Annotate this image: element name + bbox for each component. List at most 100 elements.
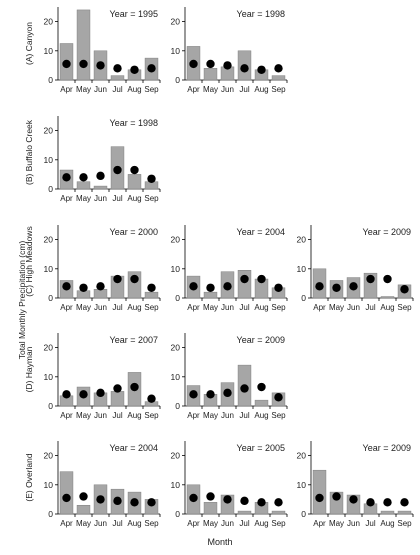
x-tick-label: Jul xyxy=(239,303,249,312)
point xyxy=(113,64,122,73)
x-tick-label: May xyxy=(329,303,344,312)
x-tick-label: Sep xyxy=(144,519,159,528)
x-tick-label: May xyxy=(76,519,91,528)
point xyxy=(130,382,139,392)
bar xyxy=(380,510,395,515)
point xyxy=(62,59,71,69)
y-axis-label: Total Monthly Precipitation (cm) xyxy=(17,241,27,360)
x-tick-label: Jun xyxy=(94,85,107,94)
x-tick-label: Jun xyxy=(221,519,234,528)
panel-4: 0 10 20 Apr May Jun Jul Aug Sep Year = 2004 xyxy=(171,225,288,312)
y-tick-label: 20 xyxy=(44,126,54,136)
y-tick-label: 0 xyxy=(301,509,306,519)
bar xyxy=(93,185,108,190)
x-tick-label: Aug xyxy=(127,85,141,94)
point xyxy=(79,59,88,69)
point xyxy=(332,492,341,501)
y-tick-label: 20 xyxy=(44,17,54,27)
panel-title: Year = 1995 xyxy=(110,9,158,19)
point xyxy=(332,283,341,292)
panel-title: Year = 1998 xyxy=(110,118,158,128)
y-tick-label: 20 xyxy=(44,451,54,461)
point xyxy=(62,173,71,182)
y-tick-label: 20 xyxy=(297,451,307,461)
y-tick-label: 20 xyxy=(171,451,181,461)
point xyxy=(274,393,283,402)
row-label: (A) Canyon xyxy=(24,22,34,65)
x-tick-label: Jun xyxy=(221,303,234,312)
x-tick-label: Aug xyxy=(127,411,141,420)
point xyxy=(147,394,156,403)
point xyxy=(113,165,122,175)
point xyxy=(147,498,156,507)
point xyxy=(383,498,392,507)
x-tick-label: Jun xyxy=(221,411,234,420)
point xyxy=(274,498,283,507)
x-tick-label: Sep xyxy=(271,519,286,528)
x-tick-label: Apr xyxy=(187,519,200,528)
x-tick-label: Aug xyxy=(254,411,268,420)
point xyxy=(79,492,88,501)
x-tick-label: Jun xyxy=(347,519,360,528)
panel-10: 0 10 20 Apr May Jun Jul Aug Sep Year = 2009 xyxy=(297,441,414,528)
x-tick-label: May xyxy=(329,519,344,528)
y-tick-label: 0 xyxy=(48,401,53,411)
x-tick-label: Apr xyxy=(313,519,326,528)
x-tick-label: Apr xyxy=(60,303,73,312)
point xyxy=(315,282,324,291)
x-tick-label: Jul xyxy=(112,194,122,203)
bar xyxy=(254,399,269,407)
x-tick-label: Jun xyxy=(94,303,107,312)
bar xyxy=(76,504,91,515)
panel-title: Year = 2009 xyxy=(237,335,285,345)
y-tick-label: 0 xyxy=(175,75,180,85)
x-tick-label: Sep xyxy=(144,194,159,203)
point xyxy=(62,390,71,399)
x-tick-label: Jul xyxy=(112,519,122,528)
bar xyxy=(271,75,286,81)
point xyxy=(240,384,249,393)
point xyxy=(400,498,409,507)
panel-title: Year = 2004 xyxy=(110,443,158,453)
x-tick-label: Jun xyxy=(347,303,360,312)
bar xyxy=(203,291,218,299)
x-tick-label: Sep xyxy=(144,411,159,420)
y-tick-label: 0 xyxy=(175,293,180,303)
bar xyxy=(237,270,252,299)
panel-2: 0 10 20 Apr May Jun Jul Aug Sep Year = 1998 (B) Bu… xyxy=(24,116,161,203)
x-tick-label: Apr xyxy=(60,85,73,94)
y-tick-label: 10 xyxy=(44,46,54,56)
y-tick-label: 0 xyxy=(301,293,306,303)
bar xyxy=(203,502,218,515)
y-tick-label: 10 xyxy=(297,264,307,274)
bar xyxy=(380,296,395,299)
y-tick-label: 20 xyxy=(44,235,54,245)
x-tick-label: Sep xyxy=(397,303,412,312)
point xyxy=(130,498,139,507)
point xyxy=(383,274,392,284)
y-tick-label: 20 xyxy=(171,343,181,353)
x-tick-label: Jun xyxy=(94,519,107,528)
x-tick-label: Jul xyxy=(239,85,249,94)
y-tick-label: 10 xyxy=(44,372,54,382)
point xyxy=(189,390,198,399)
x-tick-label: Sep xyxy=(144,85,159,94)
y-tick-label: 20 xyxy=(44,343,54,353)
point xyxy=(274,283,283,292)
point xyxy=(206,283,215,292)
point xyxy=(206,59,215,69)
y-tick-label: 20 xyxy=(171,235,181,245)
y-tick-label: 0 xyxy=(48,293,53,303)
x-tick-label: May xyxy=(203,303,218,312)
y-tick-label: 10 xyxy=(44,155,54,165)
x-tick-label: Aug xyxy=(127,519,141,528)
row-label: (B) Buffalo Creek xyxy=(24,119,34,185)
point xyxy=(96,495,105,504)
y-tick-label: 10 xyxy=(44,264,54,274)
bar xyxy=(93,288,108,299)
point xyxy=(257,382,266,392)
x-tick-label: May xyxy=(76,303,91,312)
bar xyxy=(144,291,159,299)
panel-9: 0 10 20 Apr May Jun Jul Aug Sep Year = 2005 xyxy=(171,441,288,528)
point xyxy=(113,384,122,393)
